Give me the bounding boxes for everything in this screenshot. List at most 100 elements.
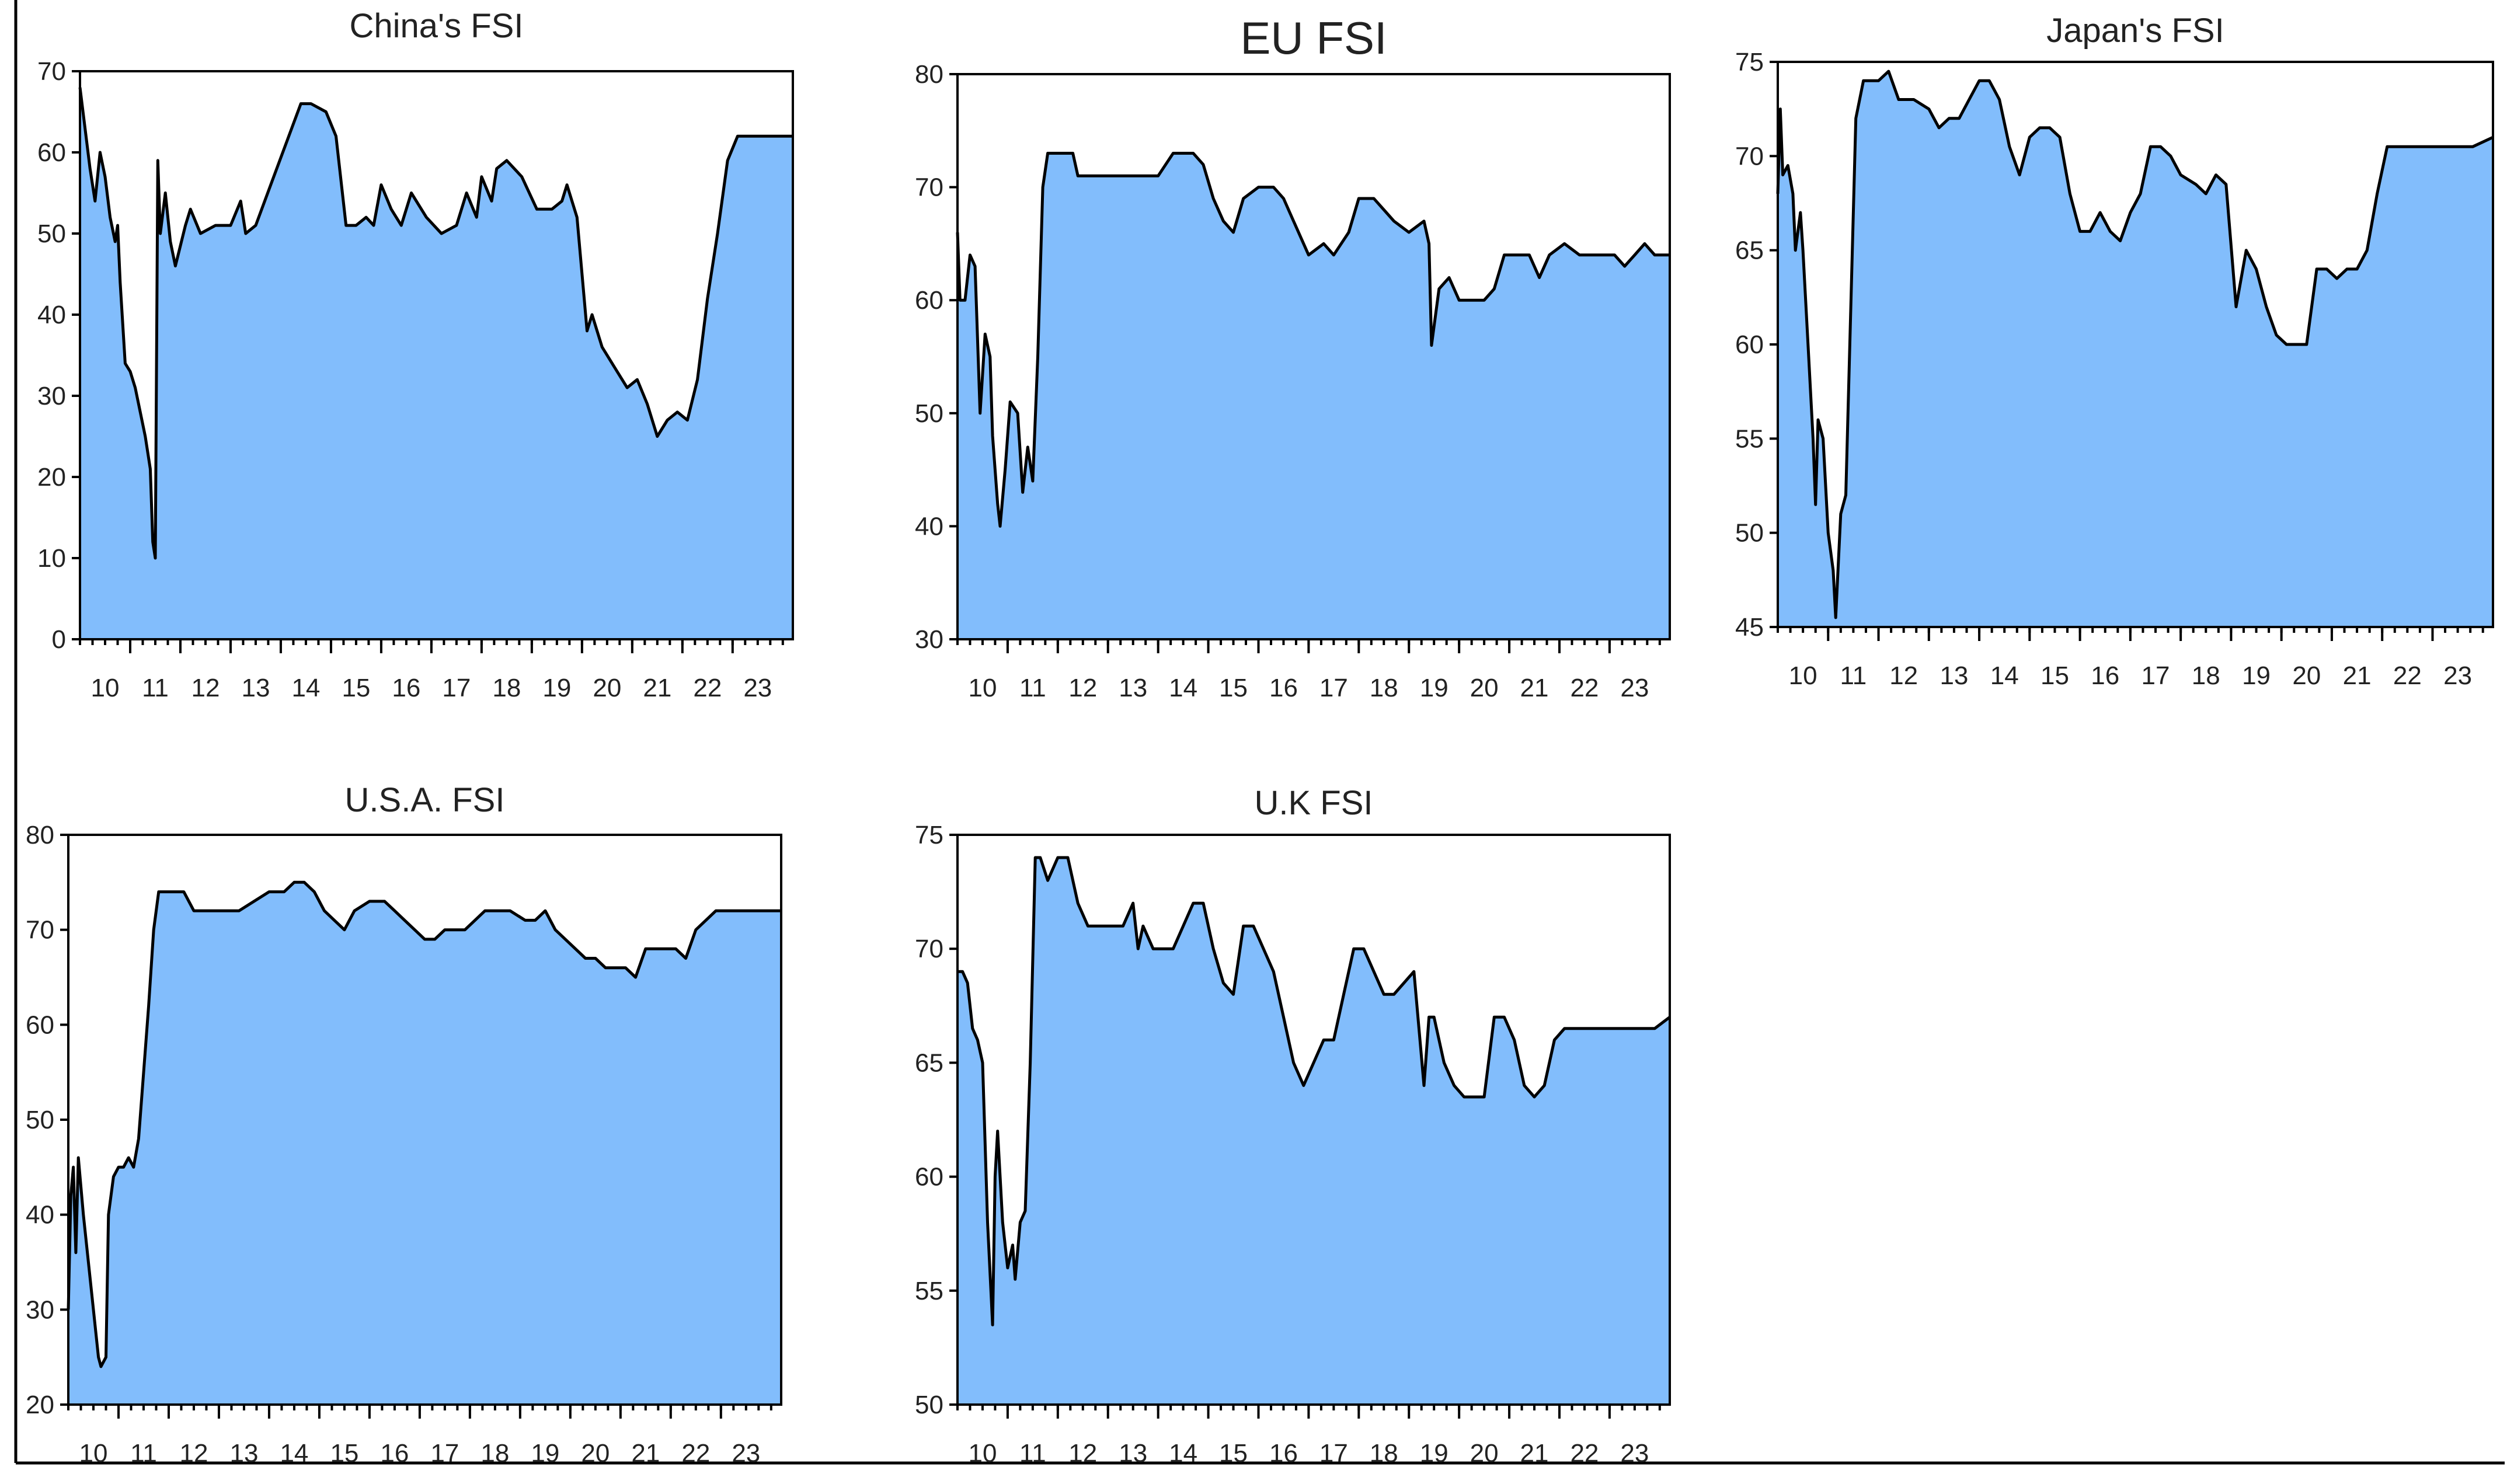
x-tick-label: 20 (581, 1439, 610, 1468)
uk-fsi-panel: U.K FSI 50 55 60 65 70 75 10 11 12 13 14 15 16 17 18 19 2… (915, 784, 1671, 1468)
x-tick-label: 12 (1889, 661, 1918, 690)
x-tick-label: 20 (1470, 674, 1499, 702)
x-tick-label: 13 (229, 1439, 258, 1468)
x-tick-label: 12 (179, 1439, 208, 1468)
x-tick-label: 14 (291, 674, 320, 702)
x-tick-label: 11 (1019, 674, 1046, 702)
x-tick-label: 11 (142, 674, 169, 702)
x-tick-label: 21 (1520, 1439, 1549, 1468)
y-tick-label: 30 (915, 625, 943, 654)
y-tick-label: 50 (915, 399, 943, 428)
x-tick-label: 17 (1319, 1439, 1348, 1468)
x-tick-label: 15 (1219, 674, 1248, 702)
chart-title: EU FSI (1240, 12, 1387, 64)
x-tick-label: 13 (1119, 1439, 1147, 1468)
x-tick-label: 18 (1370, 1439, 1398, 1468)
x-tick-label: 11 (1019, 1439, 1046, 1468)
x-tick-label: 14 (1169, 1439, 1197, 1468)
x-tick-label: 21 (631, 1439, 660, 1468)
x-tick-label: 16 (380, 1439, 409, 1468)
x-tick-label: 17 (2142, 661, 2170, 690)
y-tick-label: 80 (26, 821, 54, 849)
x-tick-label: 16 (2091, 661, 2119, 690)
y-tick-label: 30 (37, 382, 66, 410)
series-area (1778, 71, 2493, 628)
china-fsi-panel: China's FSI 0 10 20 30 40 50 60 70 10 11 12 13 14 15 16… (37, 7, 794, 702)
x-tick-label: 12 (1068, 1439, 1097, 1468)
x-tick-label: 15 (330, 1439, 358, 1468)
x-tick-label: 18 (492, 674, 521, 702)
x-tick-label: 22 (2393, 661, 2422, 690)
x-tick-label: 19 (531, 1439, 559, 1468)
y-tick-label: 50 (1735, 519, 1764, 548)
x-tick-label: 22 (1570, 1439, 1599, 1468)
series-line (78, 87, 793, 560)
x-tick-label: 23 (743, 674, 772, 702)
japan-fsi-panel: Japan's FSI 45 50 55 60 65 70 75 10 11 12 13 14 15 16 1… (1735, 12, 2494, 690)
x-tick-label: 21 (643, 674, 671, 702)
x-tick-label: 19 (1420, 674, 1448, 702)
x-tick-label: 10 (91, 674, 120, 702)
x-tick-label: 10 (79, 1439, 108, 1468)
x-tick-label: 17 (430, 1439, 459, 1468)
series-area (957, 153, 1670, 639)
x-tick-label: 14 (1169, 674, 1197, 702)
y-tick-label: 20 (37, 463, 66, 492)
y-tick-label: 65 (915, 1048, 943, 1077)
x-tick-label: 16 (392, 674, 420, 702)
chart-title: Japan's FSI (2046, 12, 2224, 50)
x-tick-label: 10 (968, 1439, 997, 1468)
plot-frame (956, 73, 1671, 640)
x-tick-label: 12 (1068, 674, 1097, 702)
y-tick-label: 40 (26, 1201, 54, 1229)
x-tick-label: 20 (2292, 661, 2321, 690)
x-tick-label: 11 (130, 1439, 157, 1468)
plot-frame (79, 70, 794, 640)
y-tick-label: 0 (52, 625, 66, 654)
y-tick-label: 70 (26, 916, 54, 945)
x-tick-label: 15 (1219, 1439, 1248, 1468)
x-tick-label: 14 (280, 1439, 308, 1468)
y-tick-label: 60 (915, 1163, 943, 1192)
x-tick-label: 21 (2343, 661, 2372, 690)
y-tick-label: 50 (37, 220, 66, 248)
series-line (67, 880, 781, 1368)
x-tick-label: 23 (2443, 661, 2472, 690)
usa-fsi-panel: U.S.A. FSI 20 30 40 50 60 70 80 10 11 12 13 14 15 16 17… (26, 781, 782, 1468)
y-tick-label: 50 (915, 1391, 943, 1419)
x-tick-label: 12 (191, 674, 220, 702)
x-tick-label: 17 (442, 674, 471, 702)
y-tick-label: 75 (915, 821, 943, 849)
x-tick-label: 20 (593, 674, 621, 702)
y-tick-label: 50 (26, 1106, 54, 1134)
x-tick-label: 16 (1269, 1439, 1298, 1468)
y-tick-label: 20 (26, 1391, 54, 1419)
y-tick-label: 30 (26, 1295, 54, 1324)
eu-fsi-panel: EU FSI 30 40 50 60 70 80 10 11 12 13 14 15 16 17 18 19 20… (915, 12, 1671, 702)
series-area (957, 858, 1670, 1405)
series-line (957, 856, 1671, 1326)
x-tick-label: 14 (1990, 661, 2019, 690)
x-tick-label: 20 (1470, 1439, 1499, 1468)
y-tick-label: 45 (1735, 613, 1764, 642)
x-tick-label: 10 (968, 674, 997, 702)
chart-title: China's FSI (350, 7, 524, 45)
x-tick-label: 22 (1570, 674, 1599, 702)
x-tick-label: 19 (2242, 661, 2271, 690)
x-tick-label: 11 (1840, 661, 1867, 690)
x-tick-label: 15 (2041, 661, 2069, 690)
y-tick-label: 75 (1735, 48, 1764, 76)
x-tick-label: 13 (241, 674, 270, 702)
y-tick-label: 60 (1735, 330, 1764, 359)
x-tick-label: 13 (1940, 661, 1968, 690)
x-tick-label: 22 (693, 674, 722, 702)
y-tick-label: 55 (915, 1277, 943, 1305)
x-tick-label: 19 (1420, 1439, 1448, 1468)
x-tick-label: 23 (732, 1439, 760, 1468)
x-tick-label: 21 (1520, 674, 1549, 702)
y-tick-label: 70 (915, 173, 943, 202)
chart-title: U.S.A. FSI (345, 781, 505, 819)
x-tick-label: 15 (342, 674, 370, 702)
plot-frame (956, 834, 1671, 1406)
y-tick-label: 80 (915, 60, 943, 89)
